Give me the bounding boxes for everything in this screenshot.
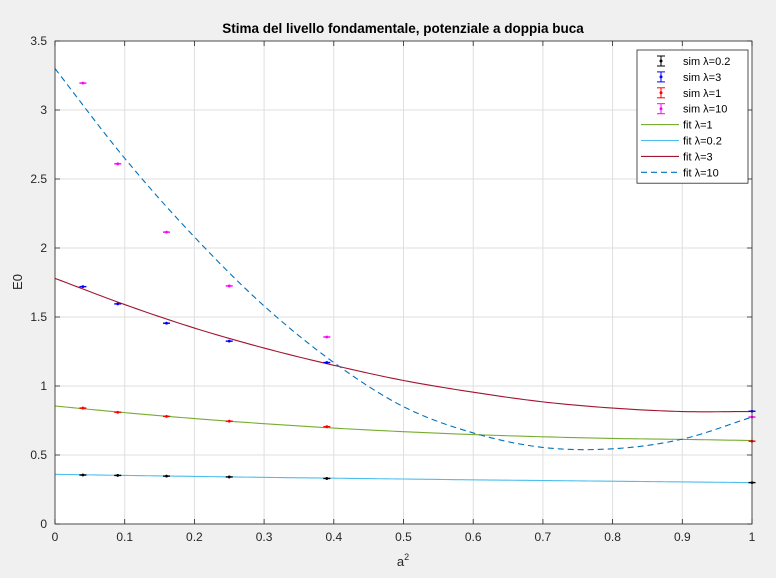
data-point [81, 285, 85, 289]
sim-point [163, 474, 171, 478]
data-point [116, 410, 120, 414]
legend-item: sim λ=0.2 [657, 55, 730, 68]
ticks: 0 0.1 0.2 0.3 0.4 0.5 0.6 0.7 0.8 0.9 1 0 0.5 1 1.5 2 2.… [30, 34, 755, 544]
sim-point [79, 285, 87, 289]
legend-label: fit λ=0.2 [683, 136, 722, 148]
data-point [325, 335, 329, 339]
x-tick-label: 0.4 [325, 530, 342, 544]
legend-item: sim λ=3 [657, 71, 721, 84]
sim-point [323, 361, 331, 364]
data-point [116, 162, 120, 166]
legend-marker [659, 75, 663, 79]
sim-point [114, 302, 122, 306]
sim-point [114, 162, 122, 166]
y-tick-label: 1 [40, 379, 47, 393]
x-tick-label: 0.5 [395, 530, 412, 544]
sim-point [163, 230, 171, 234]
legend-label: sim λ=3 [683, 72, 721, 84]
data-point [325, 425, 329, 429]
data-point [325, 477, 329, 480]
legend-item: fit λ=10 [641, 167, 719, 179]
legend-marker [659, 107, 663, 111]
legend-box [636, 49, 749, 184]
legend-item: sim λ=10 [657, 103, 727, 116]
y-tick-label: 3.5 [30, 34, 47, 48]
series-layer [54, 68, 756, 484]
legend-item: fit λ=1 [641, 120, 713, 132]
y-tick-label: 3 [40, 103, 47, 117]
sim-point [225, 419, 233, 423]
legend-label: sim λ=10 [683, 104, 727, 116]
y-tick-label: 2.5 [30, 172, 47, 186]
data-point [165, 474, 168, 478]
x-tick-label: 1 [749, 530, 756, 544]
y-tick-label: 0.5 [30, 448, 47, 462]
y-tick-label: 1.5 [30, 310, 47, 324]
x-axis-label-base: a [397, 554, 405, 569]
legend-label: sim λ=1 [683, 88, 721, 100]
legend-item: sim λ=1 [657, 87, 721, 100]
sim-point [79, 81, 87, 85]
sim-point [323, 335, 331, 339]
x-tick-label: 0.7 [535, 530, 552, 544]
sim-point [225, 339, 233, 343]
sim-point [225, 284, 233, 288]
fit-line [54, 405, 753, 442]
legend-label: fit λ=10 [683, 167, 719, 179]
legend-item: fit λ=0.2 [641, 136, 722, 148]
data-point [81, 473, 85, 477]
x-axis-label: a2 [397, 552, 409, 569]
sim-point [79, 473, 87, 477]
data-point [227, 284, 231, 288]
fit-line [54, 473, 753, 484]
data-point [227, 475, 231, 479]
sim-point [323, 477, 331, 480]
x-tick-label: 0.9 [674, 530, 691, 544]
legend-label: sim λ=0.2 [683, 56, 730, 68]
data-point [116, 474, 120, 477]
data-point [165, 230, 168, 234]
legend-marker [659, 59, 663, 63]
x-tick-label: 0.8 [604, 530, 621, 544]
fit-line [54, 277, 753, 413]
y-tick-label: 2 [40, 241, 47, 255]
sim-point [163, 414, 171, 418]
data-point [165, 321, 168, 325]
y-axis-label: E0 [10, 274, 25, 290]
x-tick-label: 0.1 [116, 530, 133, 544]
data-point [81, 81, 85, 85]
x-tick-label: 0.3 [256, 530, 273, 544]
legend-item: fit λ=3 [641, 151, 713, 163]
x-axis-label-superscript: 2 [404, 552, 409, 562]
legend-label: fit λ=1 [683, 120, 713, 132]
legend: sim λ=0.2 sim λ=3 sim λ=1 sim λ=10 fit λ=1 fi… [636, 49, 749, 184]
data-point [227, 339, 231, 343]
sim-point [323, 425, 331, 429]
sim-point [163, 321, 171, 325]
sim-point [225, 475, 233, 479]
data-point [116, 302, 120, 306]
legend-label: fit λ=3 [683, 151, 713, 163]
x-tick-label: 0.2 [186, 530, 203, 544]
sim-point [79, 406, 87, 410]
x-tick-label: 0.6 [465, 530, 482, 544]
sim-point [114, 474, 122, 477]
data-point [227, 419, 231, 423]
data-point [165, 414, 168, 418]
y-tick-label: 0 [40, 517, 47, 531]
legend-marker [659, 91, 663, 95]
data-point [325, 361, 329, 364]
chart-title: Stima del livello fondamentale, potenzia… [222, 21, 584, 36]
x-tick-label: 0 [52, 530, 59, 544]
fit-line [54, 68, 753, 451]
data-point [81, 406, 85, 410]
sim-point [114, 410, 122, 414]
